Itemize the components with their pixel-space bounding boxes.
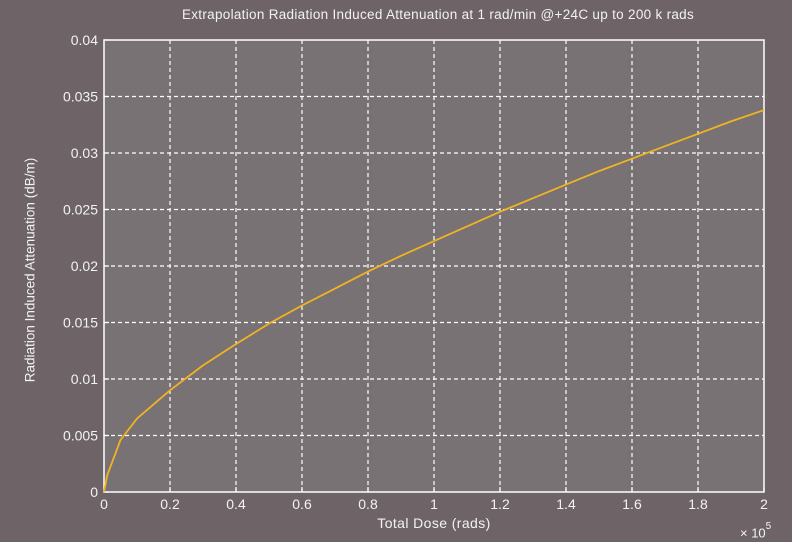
x-tick-label: 1.6 [622,496,642,512]
x-axis-label: Total Dose (rads) [377,515,491,531]
x-tick-label: 0.2 [160,496,180,512]
x-axis-multiplier: × 105 [740,521,772,541]
x-tick-label: 0.8 [358,496,378,512]
x-tick-label: 0.4 [226,496,246,512]
y-tick-label: 0.025 [63,202,98,218]
x-tick-label: 0.6 [292,496,312,512]
x-tick-label: 2 [760,496,768,512]
y-tick-label: 0.01 [71,371,98,387]
y-tick-label: 0.03 [71,145,98,161]
y-tick-label: 0.035 [63,89,98,105]
x-tick-label: 1.2 [490,496,510,512]
x-tick-label: 0 [100,496,108,512]
y-tick-label: 0.015 [63,315,98,331]
x-axis-multiplier-base: × 10 [740,525,766,541]
chart-title: Extrapolation Radiation Induced Attenuat… [181,7,695,22]
attenuation-series-line [103,109,765,493]
x-tick-label: 1 [430,496,438,512]
x-tick-label: 1.4 [556,496,576,512]
y-tick-label: 0 [90,484,98,500]
x-axis-multiplier-exponent: 5 [765,521,772,532]
x-tick-label: 1.8 [688,496,708,512]
y-tick-label: 0.04 [71,32,98,48]
y-tick-label: 0.02 [71,258,98,274]
y-tick-label: 0.005 [63,428,98,444]
y-axis-label: Radiation Induced Attenuation (dB/m) [22,157,38,383]
